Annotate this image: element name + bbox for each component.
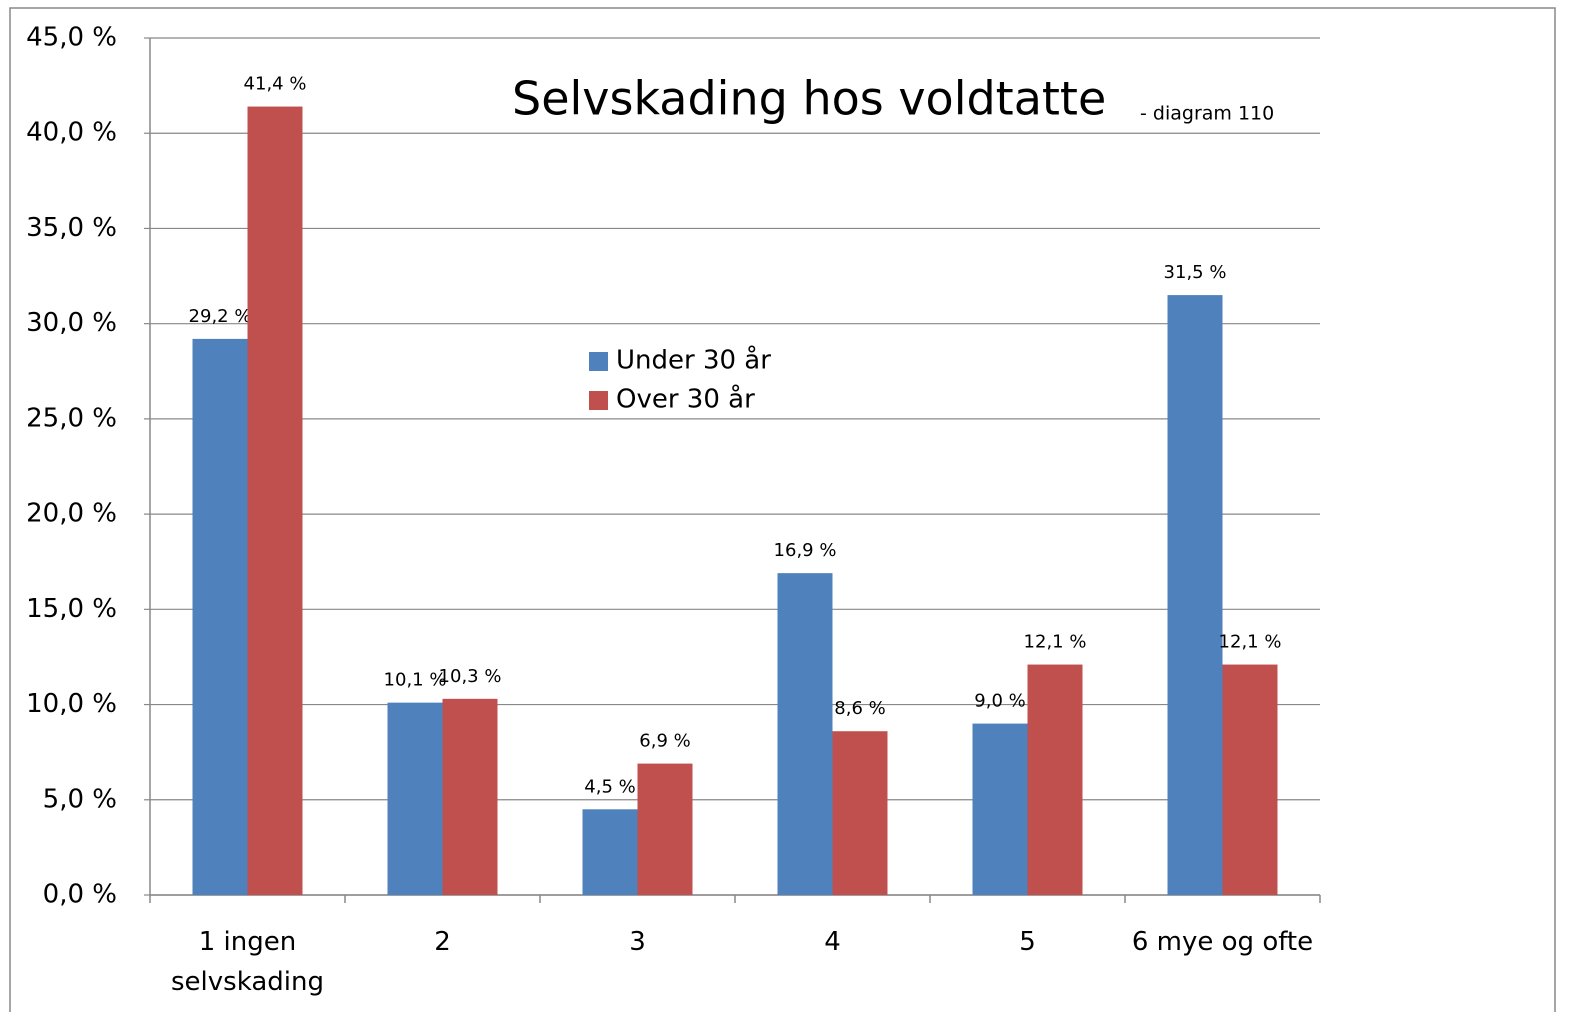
legend-swatch	[589, 352, 608, 371]
x-tick-label: 4	[824, 927, 841, 957]
bar	[1167, 295, 1223, 896]
value-label: 31,5 %	[1164, 262, 1227, 283]
y-tick-label: 10,0 %	[26, 689, 117, 719]
value-label: 10,1 %	[384, 670, 447, 691]
bar	[832, 731, 888, 895]
value-label: 9,0 %	[974, 691, 1025, 712]
bar	[972, 723, 1028, 895]
value-label: 12,1 %	[1219, 632, 1282, 653]
chart-frame	[9, 7, 1556, 1012]
value-label: 41,4 %	[244, 74, 307, 95]
value-label: 4,5 %	[584, 776, 635, 797]
value-label: 8,6 %	[834, 698, 885, 719]
legend-swatch	[589, 391, 608, 410]
y-tick-label: 0,0 %	[43, 880, 117, 910]
x-tick-label: 3	[629, 927, 646, 957]
x-tick-label: 6 mye og ofte	[1131, 927, 1314, 957]
legend-label: Over 30 år	[616, 384, 755, 415]
chart-subtitle: - diagram 110	[1140, 103, 1274, 125]
bar	[442, 698, 498, 895]
y-tick-label: 30,0 %	[26, 308, 117, 338]
bar	[387, 702, 443, 895]
x-tick-label: 5	[1019, 927, 1036, 957]
bar	[1027, 664, 1083, 895]
value-label: 10,3 %	[439, 666, 502, 687]
value-label: 29,2 %	[189, 306, 252, 327]
y-tick-label: 20,0 %	[26, 499, 117, 529]
value-label: 6,9 %	[639, 731, 690, 752]
chart-title: Selvskading hos voldtatte	[512, 72, 1106, 126]
bar	[247, 106, 303, 895]
y-tick-label: 5,0 %	[43, 784, 117, 814]
bar	[192, 338, 248, 895]
y-tick-label: 35,0 %	[26, 213, 117, 243]
x-tick-label: 2	[434, 927, 451, 957]
bar	[777, 573, 833, 895]
y-tick-label: 15,0 %	[26, 594, 117, 624]
y-tick-label: 45,0 %	[26, 23, 117, 53]
value-label: 16,9 %	[774, 540, 837, 561]
x-tick-label: 1 ingen selvskading	[171, 927, 324, 997]
y-tick-label: 40,0 %	[26, 118, 117, 148]
legend-label: Under 30 år	[616, 345, 771, 376]
value-label: 12,1 %	[1024, 632, 1087, 653]
bar	[582, 809, 638, 895]
bar	[1222, 664, 1278, 895]
bar	[637, 763, 693, 895]
y-tick-label: 25,0 %	[26, 403, 117, 433]
